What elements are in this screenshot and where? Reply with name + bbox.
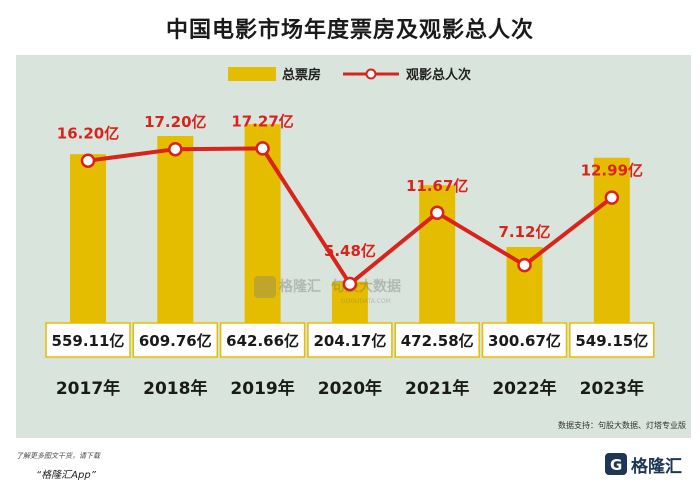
- brand-g-icon: G: [605, 453, 627, 475]
- bar-value-label: 609.76亿: [139, 332, 212, 350]
- x-tick-label: 2018年: [143, 378, 207, 399]
- line-value-label: 17.27亿: [231, 112, 293, 130]
- bar-value-box: [45, 322, 131, 358]
- x-tick-label: 2020年: [318, 378, 382, 399]
- bar-value-label: 642.66亿: [226, 332, 299, 350]
- source-note: 数据支持：句股大数据、灯塔专业版: [558, 421, 686, 430]
- line-point: [80, 153, 96, 168]
- brand-logo: G 格隆汇: [605, 451, 682, 477]
- chart-panel: 总票房 观影总人次 格隆汇 句股大数据 GOGUDATA.COM 16.20亿 1…: [16, 55, 691, 438]
- svg-text:G: G: [610, 456, 622, 474]
- x-tick-label: 2023年: [580, 378, 644, 399]
- line-point: [168, 141, 183, 157]
- line-value-label: 12.99亿: [581, 162, 643, 180]
- bar-value-box: [307, 322, 393, 358]
- x-tick-label: 2021年: [405, 378, 469, 399]
- bar-value-label: 472.58亿: [401, 332, 474, 350]
- bar-value-box: [219, 322, 306, 358]
- x-tick-label: 2022年: [492, 378, 556, 399]
- brand-name: 格隆汇: [631, 456, 682, 477]
- bar-value-label: 549.15亿: [575, 332, 648, 350]
- page-title: 中国电影市场年度票房及观影总人次: [165, 18, 534, 43]
- bar-value-box: [132, 322, 219, 358]
- x-tick-label: 2019年: [230, 378, 294, 399]
- bar-value-label: 559.11亿: [52, 332, 125, 350]
- x-tick-label: 2017年: [56, 378, 120, 399]
- chart: 总票房 观影总人次 格隆汇 句股大数据 GOGUDATA.COM 16.20亿 1…: [45, 67, 655, 399]
- footer-app-name: “格隆汇App”: [36, 470, 96, 481]
- footer-hint: 了解更多图文干货，请下载: [16, 452, 100, 460]
- watermark-brand2: 句股大数据: [331, 278, 401, 295]
- chart-legend: 总票房 观影总人次: [228, 67, 471, 83]
- watermark-logo-icon: [254, 276, 276, 298]
- line-point: [255, 141, 270, 156]
- line-point: [604, 190, 620, 205]
- line-point: [517, 257, 532, 273]
- line-point: [342, 276, 358, 292]
- legend-label-line: 观影总人次: [406, 67, 471, 83]
- bar-value-label: 300.67亿: [488, 332, 561, 350]
- bar: [157, 135, 194, 355]
- line-value-label: 5.48亿: [324, 242, 376, 260]
- bar-value-label: 204.17亿: [313, 332, 386, 350]
- line-point: [429, 205, 445, 221]
- line-value-label: 7.12亿: [498, 223, 550, 241]
- legend-swatch-bar: [228, 67, 276, 81]
- line-value-label: 11.67亿: [406, 177, 468, 195]
- line-value-label: 17.20亿: [144, 113, 206, 131]
- bar-value-box: [569, 322, 655, 358]
- bar-value-box: [394, 322, 480, 358]
- bar-value-box: [481, 322, 568, 358]
- line-value-label: 16.20亿: [57, 125, 119, 143]
- bar: [70, 154, 106, 355]
- bar: [244, 124, 281, 356]
- watermark-site: GOGUDATA.COM: [341, 298, 391, 305]
- legend-swatch-marker: [365, 68, 377, 80]
- watermark-brand: 格隆汇: [279, 278, 321, 295]
- legend-label-bar: 总票房: [282, 67, 321, 83]
